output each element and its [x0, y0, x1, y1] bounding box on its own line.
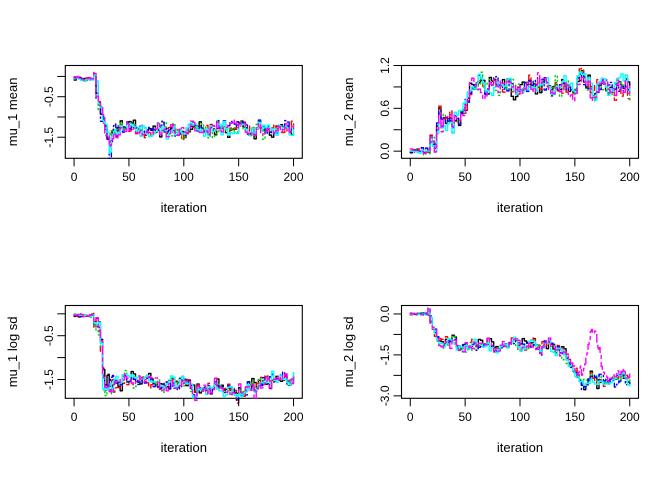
svg-text:0.6: 0.6: [378, 100, 392, 117]
svg-text:mu_1 mean: mu_1 mean: [5, 78, 20, 147]
svg-text:iteration: iteration: [497, 440, 543, 455]
svg-text:iteration: iteration: [161, 200, 207, 215]
svg-text:mu_2 log sd: mu_2 log sd: [341, 316, 356, 387]
svg-text:-1.5: -1.5: [42, 127, 56, 148]
svg-text:-1.5: -1.5: [42, 369, 56, 390]
svg-text:100: 100: [510, 410, 530, 424]
svg-text:0: 0: [71, 170, 78, 184]
svg-text:200: 200: [284, 410, 304, 424]
svg-text:150: 150: [565, 170, 585, 184]
svg-text:100: 100: [174, 170, 194, 184]
svg-text:200: 200: [620, 170, 640, 184]
svg-text:-0.5: -0.5: [42, 86, 56, 107]
svg-text:iteration: iteration: [497, 200, 543, 215]
svg-text:0: 0: [407, 410, 414, 424]
svg-text:200: 200: [620, 410, 640, 424]
svg-text:50: 50: [122, 170, 136, 184]
svg-text:-3.0: -3.0: [378, 385, 392, 406]
svg-text:mu_1 log sd: mu_1 log sd: [5, 316, 20, 387]
svg-text:50: 50: [458, 410, 472, 424]
svg-text:100: 100: [510, 170, 530, 184]
svg-text:mu_2 mean: mu_2 mean: [341, 78, 356, 147]
svg-text:100: 100: [174, 410, 194, 424]
svg-text:150: 150: [229, 170, 249, 184]
svg-text:150: 150: [565, 410, 585, 424]
svg-text:200: 200: [284, 170, 304, 184]
svg-text:0.0: 0.0: [378, 305, 392, 322]
svg-text:1.2: 1.2: [378, 57, 392, 74]
svg-text:50: 50: [458, 170, 472, 184]
svg-text:150: 150: [229, 410, 249, 424]
svg-text:0: 0: [407, 170, 414, 184]
svg-text:0: 0: [71, 410, 78, 424]
svg-text:iteration: iteration: [161, 440, 207, 455]
svg-text:50: 50: [122, 410, 136, 424]
svg-text:0.0: 0.0: [378, 142, 392, 159]
svg-text:-0.5: -0.5: [42, 325, 56, 346]
svg-text:-1.5: -1.5: [378, 344, 392, 365]
